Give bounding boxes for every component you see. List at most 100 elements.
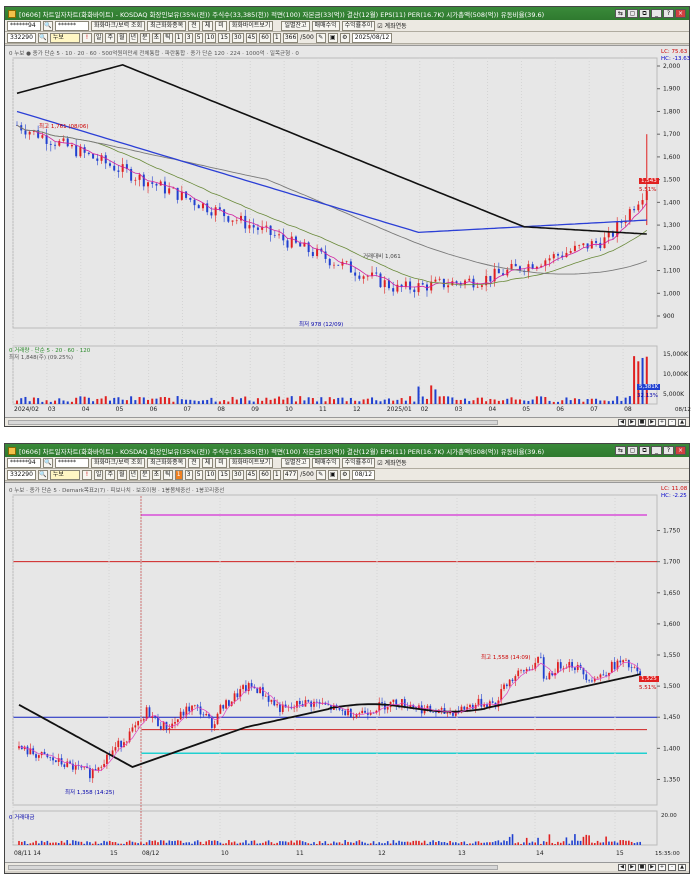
interval-30[interactable]: 30 — [231, 469, 244, 480]
profit-trend-button[interactable]: 수익률추이 — [341, 20, 376, 31]
symbol-name-field[interactable]: 누보 — [49, 32, 80, 43]
interval-60[interactable]: 60 — [259, 32, 271, 43]
recent-button[interactable]: 최근화화종목 — [147, 457, 187, 468]
interval-10[interactable]: 10 — [204, 469, 217, 480]
bottom-scrollbar[interactable] — [8, 865, 498, 870]
interval-3[interactable]: 3 — [184, 32, 193, 43]
profit-trend-button[interactable]: 수익률추이 — [341, 457, 376, 468]
account-link-checkbox[interactable]: ☑ 계좌연동 — [377, 23, 407, 30]
password-field[interactable]: ****** — [55, 20, 89, 31]
window-icon[interactable]: ▢ — [627, 446, 638, 455]
minimize-icon[interactable]: _ — [651, 446, 662, 455]
stop-icon[interactable]: ■ — [638, 863, 646, 871]
bottom-price-chart-svg[interactable]: 1,750 1,700 1,650 1,600 1,550 1,500 1,450 1,400… — [5, 483, 689, 863]
interval-30[interactable]: 30 — [231, 32, 244, 43]
count-input[interactable]: 366 — [282, 32, 299, 43]
period-month[interactable]: 월 — [116, 469, 127, 480]
daily-balance-button[interactable]: 일별잔고 — [281, 457, 310, 468]
symbol-name-field[interactable]: 누보 — [49, 469, 80, 480]
period-year[interactable]: 년 — [128, 469, 139, 480]
settings-icon[interactable]: ⚙ — [339, 32, 350, 43]
account-select[interactable]: ******94 — [7, 457, 41, 468]
prev-icon[interactable]: ◀ — [618, 863, 626, 871]
up-icon[interactable]: ▲ — [678, 863, 686, 871]
help-icon[interactable]: ? — [663, 9, 674, 18]
interval-10[interactable]: 10 — [204, 32, 217, 43]
not-button[interactable]: 미 — [215, 20, 227, 31]
period-tick[interactable]: 틱 — [163, 32, 173, 43]
trade-profit-button[interactable]: 매매수익 — [311, 20, 340, 31]
period-day[interactable]: 일 — [93, 32, 104, 43]
view-button[interactable]: 화화바이트보기 — [228, 457, 274, 468]
all-button[interactable]: 전 — [188, 20, 200, 31]
interval-15[interactable]: 15 — [218, 469, 230, 480]
settings-icon[interactable]: ⚙ — [339, 469, 350, 480]
interval-5[interactable]: 5 — [194, 469, 203, 480]
next-icon[interactable]: ▶ — [628, 418, 636, 426]
interval-3[interactable]: 3 — [184, 469, 193, 480]
play-icon[interactable]: ▶ — [648, 418, 656, 426]
query-button[interactable]: 화화마크/보력 조회 — [91, 457, 146, 468]
period-week[interactable]: 주 — [105, 32, 115, 43]
top-scrollbar[interactable] — [8, 420, 498, 425]
up-icon[interactable]: ▲ — [678, 418, 686, 426]
not-button[interactable]: 미 — [215, 457, 227, 468]
link-icon[interactable]: ⇆ — [615, 9, 626, 18]
zoom-out-icon[interactable]: - — [668, 418, 676, 426]
period-second[interactable]: 초 — [151, 32, 162, 43]
tool-icon[interactable]: ✎ — [315, 469, 326, 480]
minimize-icon[interactable]: _ — [651, 9, 662, 18]
copy-icon[interactable]: ⧉ — [639, 9, 650, 18]
period-second[interactable]: 초 — [151, 469, 162, 480]
zoom-in-icon[interactable]: + — [658, 863, 666, 871]
account-select[interactable]: ******94 — [7, 20, 41, 31]
symbol-code-input[interactable]: 332290 — [7, 469, 36, 480]
interval-15[interactable]: 15 — [218, 32, 230, 43]
top-price-chart-svg[interactable]: 2,000 1,900 1,800 1,700 1,600 1,500 1,400 1,300… — [5, 46, 689, 418]
search-icon[interactable]: 🔍 — [43, 20, 53, 31]
period-year[interactable]: 년 — [128, 32, 139, 43]
window-icon[interactable]: ▢ — [627, 9, 638, 18]
save-icon[interactable]: ▣ — [327, 469, 338, 480]
trade-profit-button[interactable]: 매매수익 — [311, 457, 340, 468]
date-input[interactable]: 08/12 — [351, 469, 376, 480]
save-icon[interactable]: ▣ — [327, 32, 338, 43]
zoom-out-icon[interactable]: - — [668, 863, 676, 871]
close-icon[interactable]: × — [675, 446, 686, 455]
bottom-chart-area[interactable]: 1,750 1,700 1,650 1,600 1,550 1,500 1,450 1,400… — [5, 482, 689, 862]
query-button[interactable]: 화화마크/보력 조회 — [91, 20, 146, 31]
search-icon[interactable]: 🔍 — [43, 457, 53, 468]
search-icon[interactable]: 🔍 — [37, 32, 48, 43]
account-link-checkbox[interactable]: ☑ 계좌연동 — [377, 460, 407, 467]
prev-icon[interactable]: ◀ — [618, 418, 626, 426]
period-minute[interactable]: 분 — [140, 32, 150, 43]
body-button[interactable]: 체 — [201, 457, 214, 468]
link-icon[interactable]: ⇆ — [615, 446, 626, 455]
play-icon[interactable]: ▶ — [648, 863, 656, 871]
symbol-code-input[interactable]: 332290 — [7, 32, 36, 43]
interval-60[interactable]: 60 — [259, 469, 271, 480]
period-month[interactable]: 월 — [116, 32, 127, 43]
date-input[interactable]: 2025/08/12 — [351, 32, 393, 43]
interval-1[interactable]: 1 — [174, 32, 183, 43]
period-week[interactable]: 주 — [105, 469, 115, 480]
daily-balance-button[interactable]: 일별잔고 — [281, 20, 310, 31]
period-tick[interactable]: 틱 — [163, 469, 173, 480]
zoom-in-icon[interactable]: + — [658, 418, 666, 426]
tool-icon[interactable]: ✎ — [315, 32, 326, 43]
password-field[interactable]: ****** — [55, 457, 89, 468]
recent-button[interactable]: 최근화화종목 — [147, 20, 187, 31]
interval-1[interactable]: 1 — [174, 469, 183, 480]
flag-icon[interactable]: ! — [81, 32, 92, 43]
search-icon[interactable]: 🔍 — [37, 469, 48, 480]
count-input[interactable]: 477 — [282, 469, 299, 480]
view-button[interactable]: 화화바이트보기 — [228, 20, 274, 31]
interval-custom[interactable]: 1 — [272, 469, 281, 480]
interval-custom[interactable]: 1 — [272, 32, 281, 43]
flag-icon[interactable]: ! — [81, 469, 92, 480]
next-icon[interactable]: ▶ — [628, 863, 636, 871]
period-minute[interactable]: 분 — [140, 469, 150, 480]
interval-45[interactable]: 45 — [245, 32, 258, 43]
body-button[interactable]: 체 — [201, 20, 214, 31]
close-icon[interactable]: × — [675, 9, 686, 18]
